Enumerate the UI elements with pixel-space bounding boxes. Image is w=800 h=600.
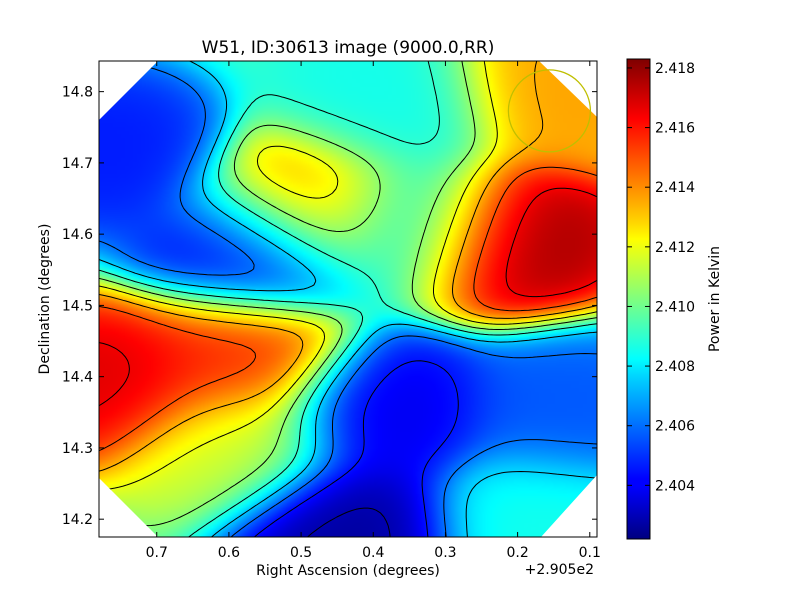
colorbar-tick-label: 2.414 <box>655 180 695 196</box>
x-tick-label: 0.3 <box>434 545 456 561</box>
x-tick-label: 0.5 <box>290 545 312 561</box>
x-axis: 0.7 0.6 0.5 0.4 0.3 0.2 0.1 <box>146 61 601 561</box>
x-tick-label: 0.1 <box>579 545 601 561</box>
colorbar-label: Power in Kelvin <box>707 246 723 352</box>
x-tick-label: 0.7 <box>146 545 168 561</box>
plot-frame <box>98 60 598 538</box>
y-tick-label: 14.6 <box>62 227 93 243</box>
y-tick-label: 14.8 <box>62 85 93 101</box>
colorbar-tick-label: 2.410 <box>655 299 695 315</box>
y-tick-label: 14.3 <box>62 441 93 457</box>
colorbar-tick-label: 2.404 <box>655 478 695 494</box>
x-axis-label: Right Ascension (degrees) <box>256 563 440 579</box>
beam-circle <box>507 69 592 153</box>
chart-title: W51, ID:30613 image (9000.0,RR) <box>202 38 495 58</box>
colorbar-tick-label: 2.408 <box>655 359 695 375</box>
colorbar-tick-label: 2.406 <box>655 419 695 435</box>
colorbar-ticks: 2.404 2.406 2.408 2.410 2.412 2.414 2.416 2.418 <box>627 61 695 494</box>
plot-area: 0.7 0.6 0.5 0.4 0.3 0.2 0.1 14.214.314.414.514… <box>62 60 601 561</box>
contour-lines <box>99 61 597 537</box>
y-tick-label: 14.7 <box>62 156 93 172</box>
y-axis: 14.2 14.3 14.4 14.5 14.6 14.7 14.8 <box>62 85 597 528</box>
x-offset-label: +2.905e2 <box>525 562 594 578</box>
y-tick-label: 14.5 <box>62 298 93 314</box>
colorbar-tick-label: 2.416 <box>655 121 695 137</box>
x-tick-label: 0.2 <box>506 545 528 561</box>
y-tick-label: 14.2 <box>62 512 93 528</box>
colorbar-tick-label: 2.418 <box>655 61 695 77</box>
colorbar: 2.404 2.406 2.408 2.410 2.412 2.414 2.416 2.418… <box>626 58 723 540</box>
y-axis-label: Declination (degrees) <box>37 224 53 375</box>
colorbar-tick-label: 2.412 <box>655 240 695 256</box>
x-tick-label: 0.4 <box>362 545 384 561</box>
colorbar-gradient <box>626 58 651 540</box>
heatmap-image <box>99 61 597 537</box>
contour-path <box>99 61 597 537</box>
y-tick-label: 14.4 <box>62 370 93 386</box>
x-tick-label: 0.6 <box>218 545 240 561</box>
